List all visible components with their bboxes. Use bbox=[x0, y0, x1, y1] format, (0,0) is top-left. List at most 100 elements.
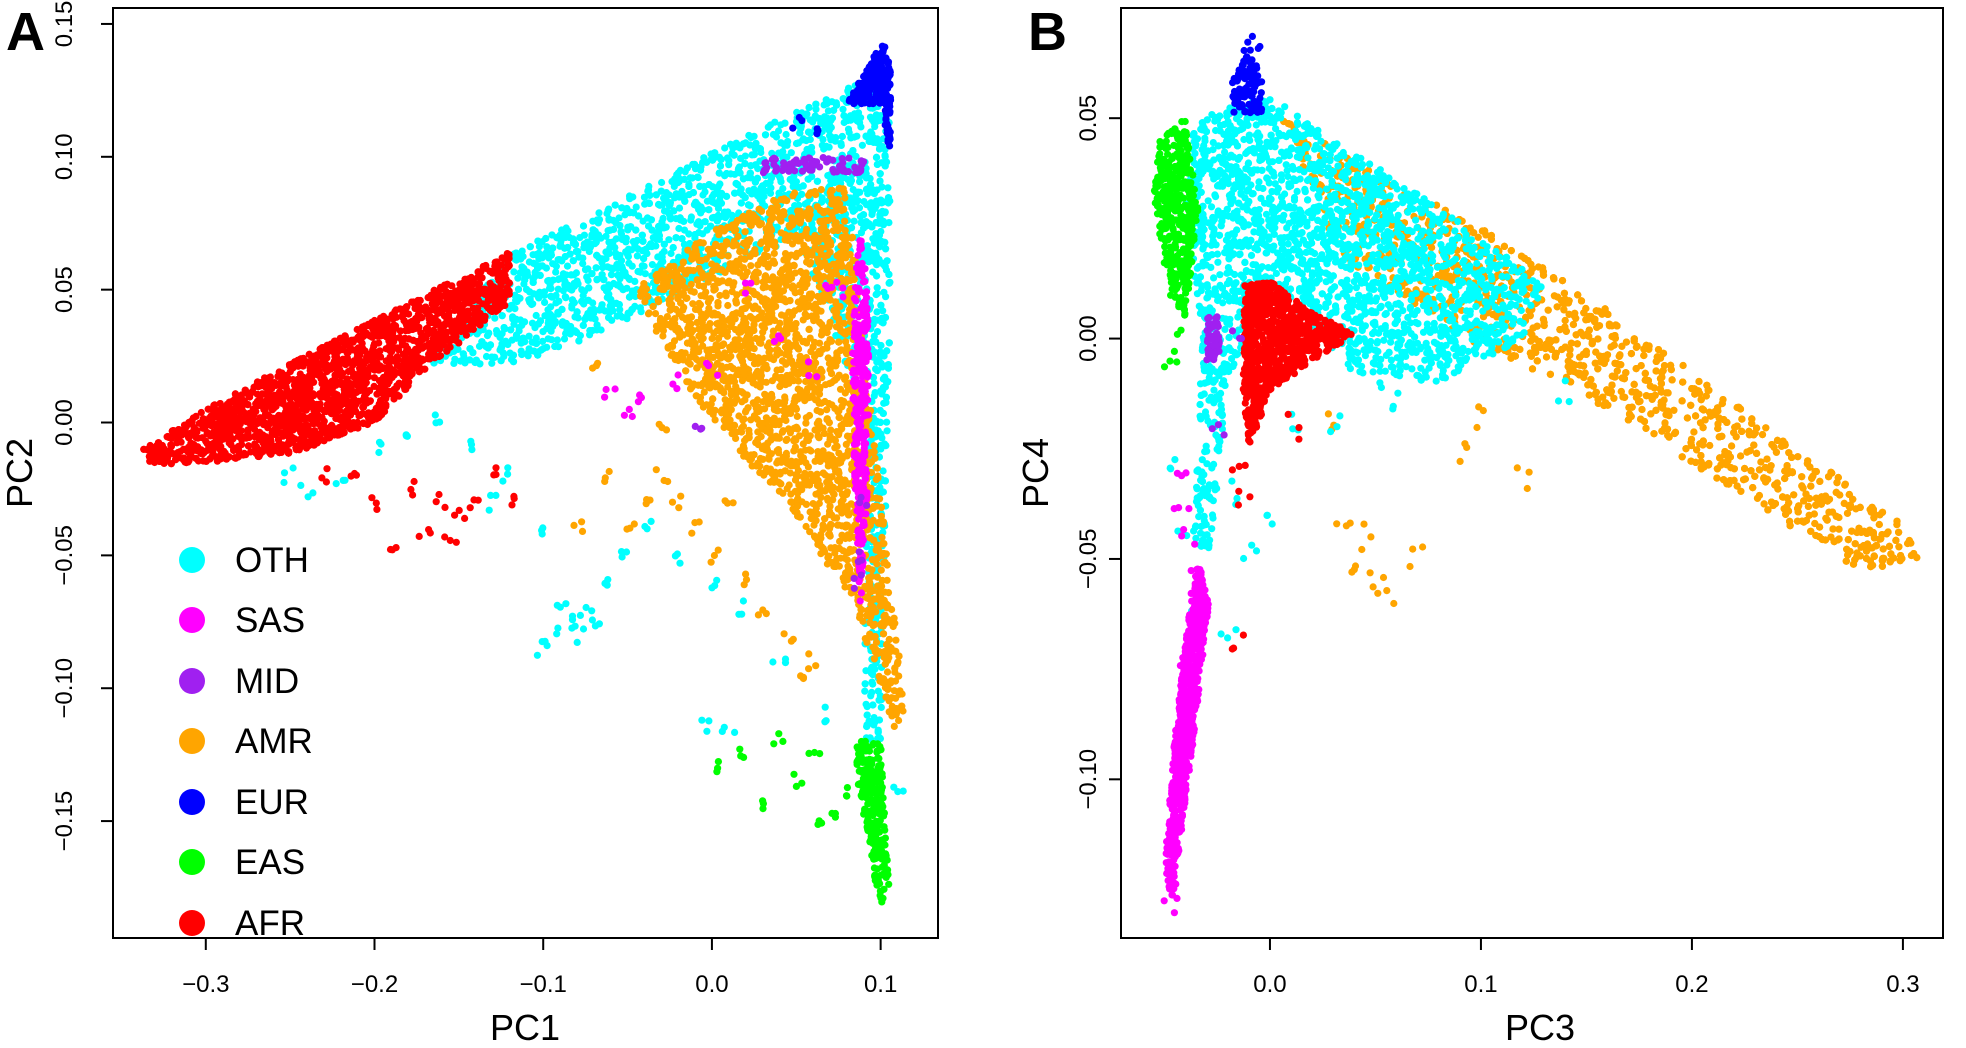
point-amr bbox=[890, 722, 898, 731]
point-oth bbox=[375, 448, 383, 457]
point-oth bbox=[459, 350, 467, 358]
point-oth bbox=[873, 117, 881, 125]
point-amr bbox=[801, 430, 809, 438]
point-oth bbox=[472, 356, 480, 364]
point-amr bbox=[737, 255, 745, 263]
point-oth bbox=[870, 392, 878, 400]
point-oth bbox=[451, 355, 459, 363]
point-amr bbox=[733, 291, 741, 299]
point-amr bbox=[767, 302, 776, 310]
point-amr bbox=[823, 494, 832, 502]
point-oth bbox=[873, 160, 882, 168]
point-oth bbox=[883, 347, 891, 355]
point-amr bbox=[796, 513, 804, 521]
point-oth bbox=[567, 271, 575, 279]
point-oth bbox=[739, 175, 748, 183]
point-oth bbox=[875, 734, 884, 742]
point-oth bbox=[655, 222, 663, 231]
point-oth bbox=[766, 189, 775, 197]
point-oth bbox=[524, 349, 532, 357]
point-amr bbox=[896, 687, 904, 695]
point-amr bbox=[819, 469, 827, 477]
point-oth bbox=[716, 162, 725, 170]
point-oth bbox=[725, 157, 733, 165]
point-amr bbox=[711, 311, 719, 319]
point-amr bbox=[706, 407, 714, 416]
point-oth bbox=[736, 189, 744, 197]
point-oth bbox=[569, 257, 577, 265]
point-amr bbox=[795, 334, 803, 342]
point-oth bbox=[850, 217, 858, 225]
point-oth bbox=[871, 718, 879, 726]
point-oth bbox=[632, 226, 640, 234]
point-oth bbox=[607, 239, 615, 248]
point-oth bbox=[516, 269, 524, 277]
point-amr bbox=[719, 387, 727, 396]
point-amr bbox=[840, 319, 848, 327]
point-oth bbox=[626, 209, 634, 217]
point-amr bbox=[799, 454, 808, 462]
point-oth bbox=[738, 610, 746, 618]
point-amr bbox=[826, 502, 834, 510]
point-oth bbox=[688, 174, 696, 182]
point-oth bbox=[658, 253, 666, 261]
point-oth bbox=[876, 170, 884, 178]
point-oth bbox=[628, 262, 636, 270]
point-amr bbox=[822, 292, 830, 300]
point-amr bbox=[745, 426, 753, 434]
point-oth bbox=[813, 177, 822, 185]
point-oth bbox=[674, 179, 682, 187]
point-oth bbox=[574, 280, 582, 288]
point-oth bbox=[830, 106, 838, 114]
point-amr bbox=[828, 511, 836, 519]
point-oth bbox=[774, 127, 783, 135]
point-amr bbox=[808, 251, 816, 259]
point-amr bbox=[873, 464, 881, 472]
point-amr bbox=[792, 231, 801, 240]
point-oth bbox=[643, 214, 652, 222]
point-oth bbox=[552, 268, 560, 276]
point-amr bbox=[724, 301, 732, 310]
point-oth bbox=[571, 327, 579, 335]
point-amr bbox=[770, 259, 779, 267]
point-oth bbox=[878, 183, 886, 191]
point-oth bbox=[854, 188, 862, 196]
point-amr bbox=[823, 265, 832, 274]
point-oth bbox=[624, 226, 632, 234]
point-oth bbox=[862, 667, 870, 675]
point-oth bbox=[798, 190, 806, 198]
point-oth bbox=[513, 334, 521, 342]
point-oth bbox=[617, 230, 626, 238]
point-oth bbox=[655, 200, 663, 209]
point-oth bbox=[822, 142, 830, 150]
point-amr bbox=[749, 249, 757, 257]
point-oth bbox=[518, 247, 526, 255]
panel-a: A −0.3 −0.2 −0.1 0.0 0.1−0.15−0.10−0.050.000… bbox=[0, 1, 939, 1048]
point-oth bbox=[869, 701, 877, 709]
point-oth bbox=[769, 658, 777, 666]
point-oth bbox=[534, 237, 542, 245]
point-amr bbox=[813, 510, 821, 518]
point-amr bbox=[757, 220, 765, 228]
point-oth bbox=[579, 222, 588, 230]
point-oth bbox=[884, 194, 893, 202]
point-oth bbox=[868, 130, 876, 138]
point-oth bbox=[607, 271, 616, 279]
point-amr bbox=[695, 299, 703, 307]
point-oth bbox=[859, 211, 868, 219]
point-oth bbox=[875, 256, 883, 264]
point-amr bbox=[796, 357, 804, 365]
point-oth bbox=[691, 231, 699, 239]
point-oth bbox=[654, 235, 662, 243]
point-amr bbox=[859, 617, 867, 625]
point-oth bbox=[551, 342, 559, 350]
point-oth bbox=[885, 270, 893, 278]
point-amr bbox=[802, 414, 811, 422]
point-oth bbox=[559, 270, 568, 278]
point-oth bbox=[857, 123, 865, 131]
point-oth bbox=[863, 721, 871, 729]
point-oth bbox=[589, 226, 597, 234]
point-oth bbox=[624, 250, 632, 259]
point-oth bbox=[341, 476, 349, 484]
point-amr bbox=[879, 520, 887, 528]
